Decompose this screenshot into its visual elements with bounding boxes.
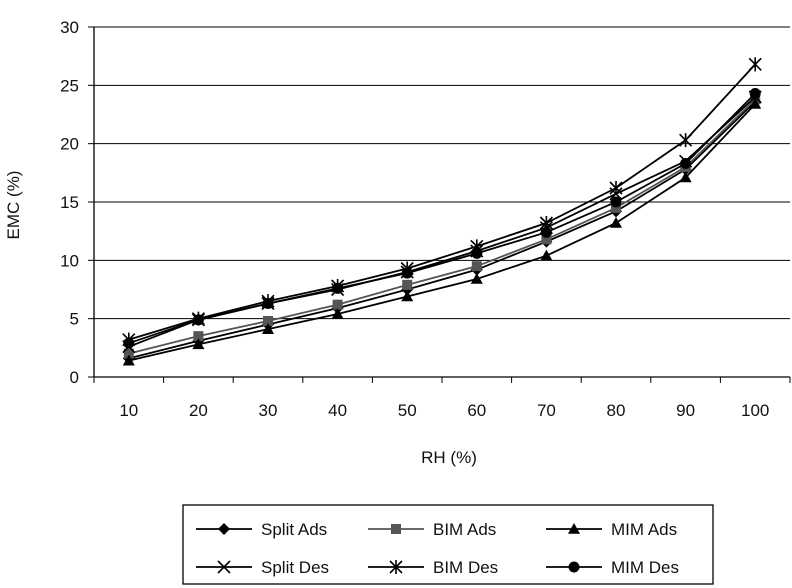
legend-marker-split-des [217, 560, 231, 574]
legend-box [182, 504, 714, 585]
x-tick-label-90: 90 [676, 401, 695, 420]
point-mim-des-40 [332, 282, 344, 294]
point-mim-ads-80 [610, 217, 622, 228]
series-line-split-des [128, 96, 756, 348]
legend-marker-mim-ads [568, 523, 580, 534]
x-tick-labels: 10 20 30 40 50 60 70 80 90 100 [119, 401, 769, 420]
series-line-mim-des [128, 92, 756, 345]
point-mim-ads-100 [749, 98, 762, 109]
point-mim-des-100 [749, 88, 761, 99]
point-bim-ads-30 [263, 316, 273, 326]
legend-marker-bim-ads [391, 524, 401, 534]
point-mim-des-50 [401, 267, 413, 279]
point-mim-ads-20 [192, 338, 205, 350]
point-mim-ads-90 [679, 171, 692, 183]
legend-marker-mim-des [568, 561, 580, 573]
x-tick-label-30: 30 [259, 401, 278, 420]
point-mim-des-80 [610, 196, 622, 208]
series-line-bim-des [128, 63, 756, 341]
series-split-ads [122, 95, 762, 365]
y-tick-label-15: 15 [60, 193, 79, 212]
point-mim-des-70 [540, 226, 552, 238]
y-tick-labels: 0 5 10 15 20 25 30 [60, 18, 79, 387]
y-tick-label-10: 10 [60, 251, 79, 270]
legend-marker-bim-des [389, 560, 403, 574]
legend-entry-mim-des: MIM Des [546, 558, 679, 577]
y-tick-label-25: 25 [60, 76, 79, 95]
point-mim-ads-10 [122, 354, 135, 366]
point-mim-des-10 [123, 337, 135, 349]
point-mim-ads-30 [262, 323, 274, 334]
y-axis-title: EMC (%) [4, 171, 23, 240]
legend-entry-bim-des: BIM Des [368, 558, 498, 577]
point-bim-ads-60 [471, 261, 482, 272]
y-tick-label-30: 30 [60, 18, 79, 37]
legend-label-split-des: Split Des [261, 558, 329, 577]
point-mim-ads-60 [470, 273, 483, 284]
series-mim-ads [122, 98, 762, 366]
x-tick-label-20: 20 [189, 401, 208, 420]
point-bim-ads-80 [611, 202, 621, 213]
series-line-mim-ads [128, 103, 756, 362]
legend-label-mim-ads: MIM Ads [611, 520, 677, 539]
point-mim-des-60 [471, 247, 483, 259]
point-bim-des-80 [609, 181, 623, 195]
legend: Split Ads BIM Ads MIM Ads Split Des BIM Des M… [182, 504, 714, 585]
point-bim-des-100 [748, 57, 762, 72]
y-tick-label-5: 5 [70, 310, 79, 329]
legend-label-split-ads: Split Ads [261, 520, 327, 539]
x-tick-label-80: 80 [607, 401, 626, 420]
series-mim-des [123, 88, 761, 349]
series-line-bim-ads [128, 98, 756, 355]
point-mim-ads-40 [331, 308, 344, 319]
x-tick-label-40: 40 [328, 401, 347, 420]
x-axis-title: RH (%) [421, 448, 477, 467]
gridlines [94, 26, 790, 320]
legend-entry-bim-ads: BIM Ads [368, 520, 496, 539]
point-bim-ads-10 [123, 348, 134, 359]
axes [88, 26, 791, 383]
x-tick-label-60: 60 [467, 401, 486, 420]
point-mim-ads-50 [401, 290, 414, 302]
legend-entry-mim-ads: MIM Ads [546, 520, 677, 539]
point-bim-ads-70 [541, 234, 552, 245]
legend-entry-split-des: Split Des [196, 558, 329, 577]
y-tick-label-0: 0 [70, 368, 79, 387]
legend-label-mim-des: MIM Des [611, 558, 679, 577]
x-tick-label-10: 10 [119, 401, 138, 420]
point-mim-ads-70 [540, 249, 553, 261]
point-mim-des-90 [680, 158, 692, 169]
plot-area-series [122, 57, 762, 366]
legend-label-bim-ads: BIM Ads [433, 520, 496, 539]
y-tick-label-20: 20 [60, 135, 79, 154]
point-bim-ads-40 [332, 299, 343, 310]
point-mim-des-30 [262, 298, 274, 309]
legend-marker-split-ads [218, 523, 230, 535]
x-tick-label-70: 70 [537, 401, 556, 420]
legend-label-bim-des: BIM Des [433, 558, 498, 577]
point-bim-ads-50 [402, 279, 413, 290]
legend-entry-split-ads: Split Ads [196, 520, 327, 539]
point-mim-des-20 [192, 314, 204, 326]
point-bim-ads-20 [193, 331, 204, 342]
series-line-split-ads [128, 101, 756, 360]
x-tick-label-50: 50 [398, 401, 417, 420]
point-bim-des-90 [679, 133, 693, 148]
x-tick-label-100: 100 [741, 401, 769, 420]
